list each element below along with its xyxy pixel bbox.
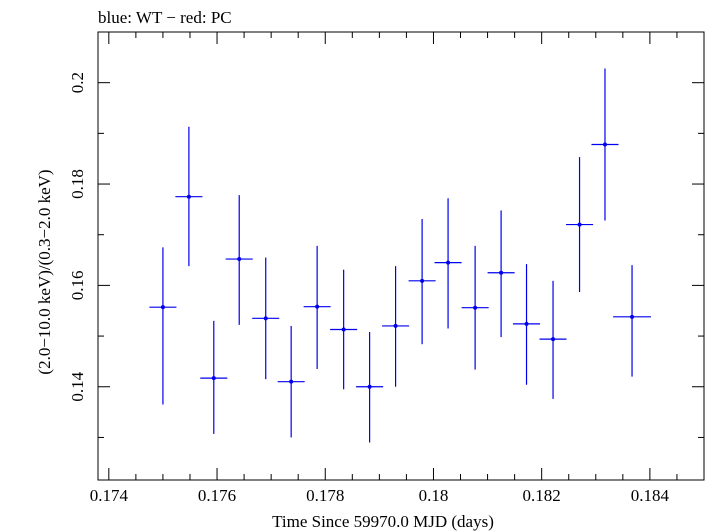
y-tick-label: 0.18: [68, 169, 87, 199]
x-axis-tick-labels: 0.174 0.176 0.178 0.18 0.182 0.184: [90, 486, 670, 505]
x-tick-label: 0.184: [631, 486, 670, 505]
data-marker: [263, 316, 268, 321]
data-marker: [551, 337, 556, 342]
x-tick-label: 0.18: [419, 486, 449, 505]
data-marker: [630, 314, 635, 319]
y-axis-tick-labels: 0.14 0.16 0.18 0.2: [68, 72, 87, 402]
plot-frame: [97, 31, 705, 481]
data-point: [252, 257, 280, 380]
data-point: [225, 195, 253, 325]
data-marker: [577, 222, 582, 227]
y-tick-label: 0.16: [68, 271, 87, 301]
data-point: [461, 245, 489, 370]
data-marker: [524, 321, 529, 326]
data-marker: [315, 304, 320, 309]
data-marker: [420, 278, 425, 283]
y-tick-label: 0.14: [68, 371, 87, 401]
data-point: [356, 332, 384, 443]
data-marker: [211, 376, 216, 381]
data-marker: [160, 305, 165, 310]
data-marker: [393, 323, 398, 328]
data-point: [303, 245, 331, 370]
data-point: [591, 68, 619, 221]
data-point: [513, 264, 541, 385]
data-marker: [237, 257, 242, 262]
data-point: [382, 266, 410, 387]
data-marker: [367, 384, 372, 389]
y-axis-label: (2.0−10.0 keV)/(0.3−2.0 keV): [35, 169, 54, 374]
data-marker: [289, 379, 294, 384]
data-point: [277, 325, 305, 438]
y-axis-ticks: [98, 31, 704, 438]
data-point: [149, 247, 177, 405]
x-tick-label: 0.178: [306, 486, 344, 505]
data-point: [539, 280, 567, 399]
x-axis-ticks: [108, 32, 705, 480]
data-point: [200, 320, 228, 434]
data-marker: [186, 194, 191, 199]
data-point: [487, 210, 515, 338]
y-tick-label: 0.2: [68, 72, 87, 93]
chart-title: blue: WT − red: PC: [98, 8, 232, 27]
x-axis-label: Time Since 59970.0 MJD (days): [272, 512, 494, 531]
data-point: [566, 157, 594, 292]
x-tick-label: 0.182: [523, 486, 561, 505]
data-point: [434, 198, 462, 329]
x-tick-label: 0.174: [90, 486, 129, 505]
data-series-wt: [149, 68, 651, 443]
data-point: [330, 269, 358, 390]
data-marker: [473, 305, 478, 310]
data-marker: [341, 327, 346, 332]
data-point: [175, 126, 203, 267]
data-marker: [602, 142, 607, 147]
data-marker: [499, 270, 504, 275]
x-tick-label: 0.176: [198, 486, 236, 505]
data-point: [613, 265, 651, 377]
data-point: [408, 219, 436, 345]
data-marker: [446, 260, 451, 265]
